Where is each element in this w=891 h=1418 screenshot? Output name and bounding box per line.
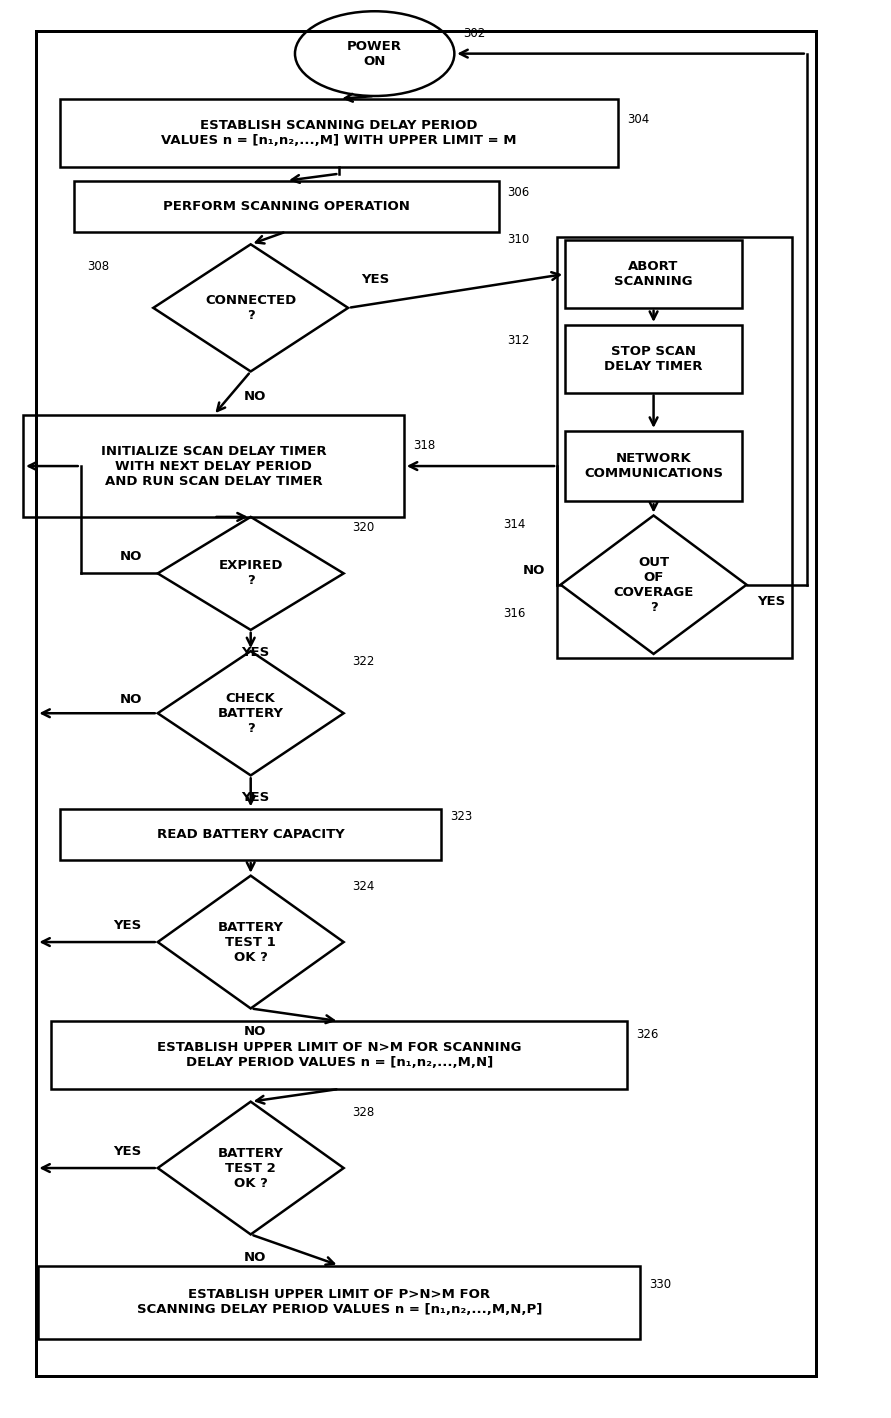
Text: 326: 326 [636,1028,658,1041]
Bar [52,1021,627,1089]
Text: YES: YES [241,791,269,804]
Text: CONNECTED
?: CONNECTED ? [205,294,297,322]
Text: 324: 324 [353,879,375,892]
Text: NO: NO [522,564,544,577]
Text: EXPIRED
?: EXPIRED ? [218,560,283,587]
Bar [61,810,441,861]
Text: ESTABLISH SCANNING DELAY PERIOD
VALUES n = [n₁,n₂,...,M] WITH UPPER LIMIT = M: ESTABLISH SCANNING DELAY PERIOD VALUES n… [161,119,517,146]
Text: POWER
ON: POWER ON [347,40,402,68]
Text: 322: 322 [353,655,375,668]
Bar [37,31,815,1375]
Text: YES: YES [241,647,269,659]
Text: YES: YES [362,274,389,286]
Text: YES: YES [757,596,786,608]
Text: NETWORK
COMMUNICATIONS: NETWORK COMMUNICATIONS [584,452,723,481]
Text: 323: 323 [450,811,472,824]
Text: OUT
OF
COVERAGE
?: OUT OF COVERAGE ? [613,556,694,614]
Bar [23,415,404,518]
Text: NO: NO [244,1025,266,1038]
Text: YES: YES [113,919,142,932]
Text: 318: 318 [413,440,435,452]
Text: 312: 312 [508,335,530,347]
Text: 302: 302 [463,27,486,40]
Text: INITIALIZE SCAN DELAY TIMER
WITH NEXT DELAY PERIOD
AND RUN SCAN DELAY TIMER: INITIALIZE SCAN DELAY TIMER WITH NEXT DE… [101,445,326,488]
Bar [565,431,742,502]
Text: ESTABLISH UPPER LIMIT OF N>M FOR SCANNING
DELAY PERIOD VALUES n = [n₁,n₂,...,M,N: ESTABLISH UPPER LIMIT OF N>M FOR SCANNIN… [157,1041,521,1069]
Text: NO: NO [119,692,142,706]
Text: NO: NO [244,1251,266,1263]
Text: 320: 320 [353,520,375,533]
Bar [61,99,618,167]
Text: 310: 310 [508,233,530,245]
Bar [565,240,742,308]
Text: BATTERY
TEST 2
OK ?: BATTERY TEST 2 OK ? [217,1147,283,1190]
Text: YES: YES [113,1144,142,1157]
Text: NO: NO [244,390,266,403]
Text: PERFORM SCANNING OPERATION: PERFORM SCANNING OPERATION [163,200,410,213]
Text: BATTERY
TEST 1
OK ?: BATTERY TEST 1 OK ? [217,920,283,964]
Text: 330: 330 [650,1278,671,1290]
Text: NO: NO [119,550,142,563]
Bar [74,180,499,231]
Text: 304: 304 [627,112,650,126]
Text: 308: 308 [87,259,109,272]
Bar [38,1265,641,1339]
Text: ESTABLISH UPPER LIMIT OF P>N>M FOR
SCANNING DELAY PERIOD VALUES n = [n₁,n₂,...,M: ESTABLISH UPPER LIMIT OF P>N>M FOR SCANN… [136,1288,542,1316]
Bar [557,237,792,658]
Text: READ BATTERY CAPACITY: READ BATTERY CAPACITY [157,828,345,841]
Text: 306: 306 [508,186,530,199]
Text: STOP SCAN
DELAY TIMER: STOP SCAN DELAY TIMER [604,345,703,373]
Text: 316: 316 [503,607,526,620]
Text: CHECK
BATTERY
?: CHECK BATTERY ? [217,692,283,735]
Text: 314: 314 [503,518,526,530]
Text: ABORT
SCANNING: ABORT SCANNING [614,259,693,288]
Text: 328: 328 [353,1106,375,1119]
Bar [565,325,742,393]
